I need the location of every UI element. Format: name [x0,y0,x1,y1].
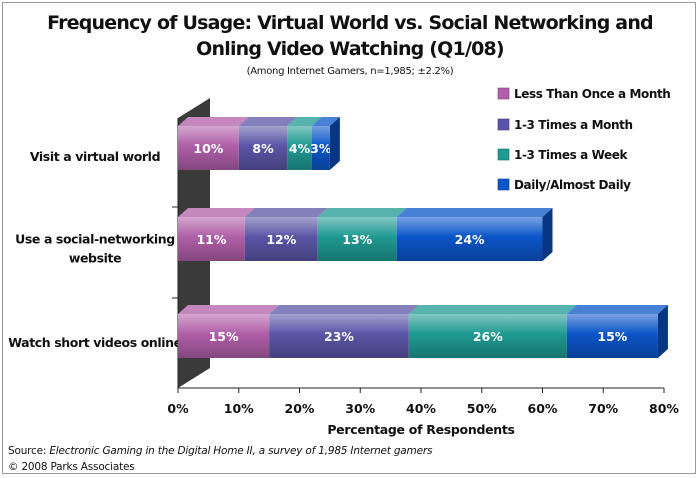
copyright: © 2008 Parks Associates [8,461,135,473]
category-label: website [69,251,121,266]
x-tick-label: 30% [345,401,375,416]
x-tick-label: 80% [649,401,679,416]
chart-subtitle: (Among Internet Gamers, n=1,985; ±2.2%) [246,66,454,77]
x-axis-label: Percentage of Respondents [327,422,514,437]
bar-top-face [269,305,419,314]
category-label: Visit a virtual world [30,149,160,164]
source-note: Source: Electronic Gaming in the Digital… [8,443,432,475]
data-label: 15% [209,329,239,344]
legend-swatch [497,148,510,161]
legend-label: Less Than Once a Month [514,87,670,101]
data-label: 10% [193,141,223,156]
bar-segment [408,314,567,358]
data-label: 24% [455,232,485,247]
bar-top-face [178,117,249,126]
x-tick-label: 20% [285,401,315,416]
bar-top-face [396,208,553,217]
legend-label: Daily/Almost Daily [514,178,631,192]
bar-segment [287,126,312,170]
data-label: 26% [473,329,503,344]
bar-segment [238,126,288,170]
legend-swatch [497,178,510,191]
bar-segment [178,217,245,261]
x-tick-label: 60% [528,401,558,416]
data-label: 4% [289,141,311,156]
bar-segment [317,217,397,261]
bar-segment [178,126,239,170]
bar-top-face [287,117,322,126]
bar-side-face [542,208,553,261]
x-tick-label: 40% [406,401,436,416]
bar-top-face [238,117,298,126]
x-tick-label: 0% [167,401,189,416]
data-label: 13% [342,232,372,247]
data-label: 15% [597,329,627,344]
legend-label: 1-3 Times a Week [514,148,628,162]
x-tick-label: 10% [224,401,254,416]
bar-segment [566,314,658,358]
x-tick-label: 50% [467,401,497,416]
bar-top-face [178,208,255,217]
bar-side-face [329,117,340,170]
data-label: 3% [310,141,332,156]
bar-top-face [317,208,407,217]
legend-swatch [497,87,510,100]
data-label: 12% [266,232,296,247]
legend-swatch [497,118,510,131]
x-tick-label: 70% [588,401,618,416]
bar-segment [396,217,543,261]
source-prefix: Source: [8,445,50,457]
bar-segment [311,126,330,170]
bar-top-face [244,208,328,217]
bar-segment [244,217,318,261]
chart-title-line-1: Frequency of Usage: Virtual World vs. So… [47,12,654,34]
bar-top-face [178,305,280,314]
bar-segment [178,314,270,358]
category-label: Use a social-networking [15,232,175,247]
bar-top-face [311,117,340,126]
chart-title-line-2: Onling Video Watching (Q1/08) [196,38,504,60]
chart-title: Frequency of Usage: Virtual World vs. So… [0,10,700,62]
legend-label: 1-3 Times a Month [514,118,633,132]
source-title: Electronic Gaming in the Digital Home II… [49,445,433,457]
data-label: 8% [252,141,274,156]
data-label: 23% [324,329,354,344]
category-label: Watch short videos online [8,335,182,350]
bar-top-face [566,305,668,314]
bar-top-face [408,305,577,314]
data-label: 11% [196,232,226,247]
bar-segment [269,314,409,358]
bar-side-face [657,305,668,358]
